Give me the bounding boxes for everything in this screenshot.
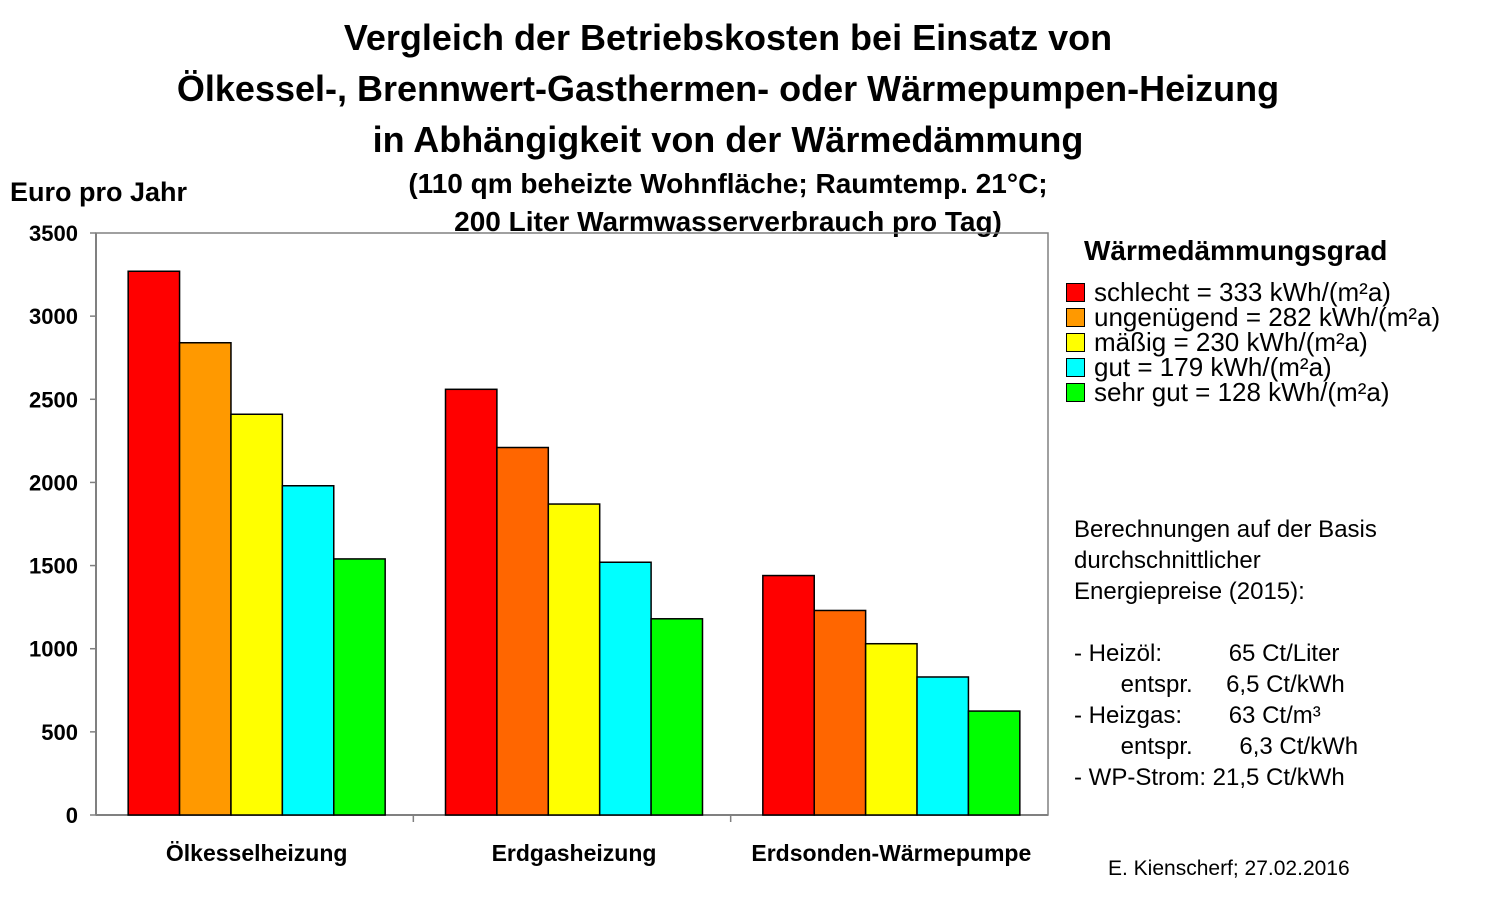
bar	[650, 618, 704, 816]
y-tick-label: 500	[41, 720, 78, 745]
legend-label: gut = 179 kWh/(m²a)	[1094, 352, 1332, 382]
title-line-2: Ölkessel-, Brennwert-Gasthermen- oder Wä…	[176, 68, 1280, 109]
note-line: - WP-Strom: 21,5 Ct/kWh	[1074, 764, 1345, 791]
y-axis-label: Euro pro Jahr	[10, 177, 188, 207]
legend-item: sehr gut = 128 kWh/(m²a)	[1066, 377, 1496, 407]
legend-item: schlecht = 333 kWh/(m²a)	[1066, 277, 1496, 307]
title-line-1: Vergleich der Betriebskosten bei Einsatz…	[343, 17, 1113, 58]
y-tick-label: 1500	[29, 554, 78, 579]
legend-label: ungenügend = 282 kWh/(m²a)	[1094, 302, 1441, 332]
legend-swatch	[1066, 283, 1085, 302]
plot-area: 0 500 1000 1500 2000 2500 3000 3500 Ölkesselheiz…	[29, 221, 1049, 866]
legend: Wärmedämmungsgrad schlecht = 333 kWh/(m²…	[1066, 234, 1496, 405]
y-tick-label: 2500	[29, 387, 78, 412]
note-line: durchschnittlicher	[1074, 547, 1261, 574]
bar	[547, 503, 601, 816]
legend-item: gut = 179 kWh/(m²a)	[1066, 352, 1496, 382]
bar	[864, 642, 918, 816]
note-line: - Heizöl: 65 Ct/Liter	[1074, 640, 1340, 667]
x-tick-label: Erdgasheizung	[492, 840, 657, 866]
bar	[178, 341, 232, 816]
bar	[762, 574, 815, 816]
bar	[598, 561, 652, 816]
y-tick-label: 3500	[29, 221, 78, 246]
legend-item: ungenügend = 282 kWh/(m²a)	[1066, 302, 1496, 332]
note-line: Energiepreise (2015):	[1074, 578, 1305, 605]
note-line: - Heizgas: 63 Ct/m³	[1074, 702, 1321, 729]
bar	[444, 388, 498, 816]
legend-items: schlecht = 333 kWh/(m²a) ungenügend = 282…	[1066, 277, 1496, 407]
subtitle-line-2: 200 Liter Warmwasserverbrauch pro Tag)	[454, 206, 1002, 237]
note-line: Berechnungen auf der Basis	[1074, 516, 1377, 543]
chart-title: Vergleich der Betriebskosten bei Einsatz…	[0, 12, 1456, 241]
bar	[127, 270, 181, 816]
title-line-3: in Abhängigkeit von der Wärmedämmung	[372, 119, 1084, 160]
legend-swatch	[1066, 358, 1085, 377]
legend-swatch	[1066, 383, 1085, 402]
x-tick-label: Erdsonden-Wärmepumpe	[751, 840, 1031, 866]
bar	[333, 558, 386, 816]
subtitle-line-1: (110 qm beheizte Wohnfläche; Raumtemp. 2…	[408, 168, 1048, 199]
legend-swatch	[1066, 333, 1085, 352]
bar	[813, 609, 867, 816]
bar	[967, 710, 1021, 816]
bar	[281, 485, 335, 816]
y-tick-label: 1000	[29, 637, 78, 662]
x-tick-label: Ölkesselheizung	[166, 840, 348, 866]
y-tick-label: 2000	[29, 470, 78, 495]
y-tick-label: 0	[66, 803, 78, 828]
bar	[496, 446, 550, 816]
note-line: entspr. 6,5 Ct/kWh	[1074, 671, 1345, 698]
legend-label: schlecht = 333 kWh/(m²a)	[1094, 277, 1391, 307]
y-tick-label: 3000	[29, 304, 78, 329]
legend-title: Wärmedämmungsgrad	[1084, 235, 1388, 266]
bar	[916, 676, 970, 816]
note-line	[1074, 607, 1494, 638]
bar	[230, 413, 284, 816]
legend-swatch	[1066, 308, 1085, 327]
pricing-note: Berechnungen auf der Basis durchschnittli…	[1074, 514, 1494, 793]
author-credit: E. Kienscherf; 27.02.2016	[1108, 857, 1350, 880]
legend-item: mäßig = 230 kWh/(m²a)	[1066, 327, 1496, 357]
legend-label: mäßig = 230 kWh/(m²a)	[1094, 327, 1368, 357]
legend-label: sehr gut = 128 kWh/(m²a)	[1094, 377, 1390, 407]
note-line: entspr. 6,3 Ct/kWh	[1074, 733, 1359, 760]
